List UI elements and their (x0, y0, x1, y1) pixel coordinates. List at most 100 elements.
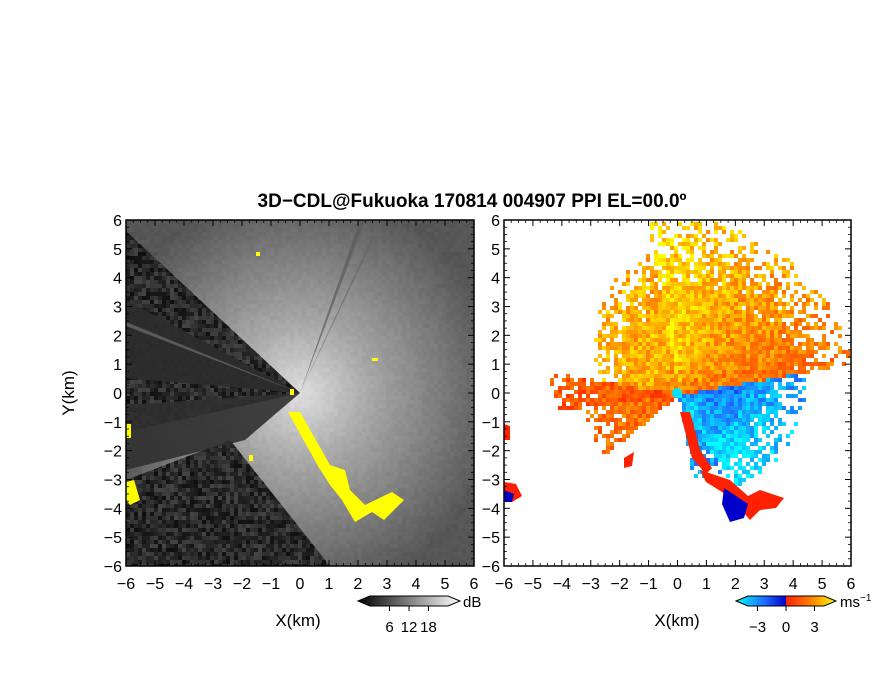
snr-noise-pixel (150, 384, 154, 388)
snr-noise-pixel (162, 400, 166, 404)
snr-noise-pixel (186, 292, 190, 296)
snr-noise-pixel (178, 296, 182, 300)
snr-noise-pixel (214, 336, 218, 340)
snr-noise-pixel (150, 396, 154, 400)
snr-noise-pixel (230, 388, 234, 392)
snr-noise-pixel (170, 380, 174, 384)
snr-noise-pixel (178, 384, 182, 388)
snr-noise-pixel (230, 348, 234, 352)
snr-noise-pixel (146, 400, 150, 404)
snr-noise-pixel (186, 304, 190, 308)
snr-noise-pixel (126, 272, 130, 276)
snr-noise-pixel (146, 268, 150, 272)
snr-noise-pixel (154, 280, 158, 284)
snr-noise-pixel (154, 380, 158, 384)
snr-noise-pixel (190, 320, 194, 324)
snr-noise-pixel (258, 388, 262, 392)
snr-noise-pixel (134, 380, 138, 384)
snr-noise-pixel (214, 388, 218, 392)
snr-noise-pixel (154, 276, 158, 280)
snr-noise-pixel (154, 312, 158, 316)
snr-noise-pixel (214, 324, 218, 328)
snr-noise-pixel (186, 300, 190, 304)
snr-noise-pixel (162, 308, 166, 312)
snr-noise-pixel (258, 360, 262, 364)
snr-noise-pixel (178, 396, 182, 400)
snr-noise-pixel (174, 284, 178, 288)
snr-noise-pixel (210, 396, 214, 400)
snr-noise-pixel (162, 396, 166, 400)
snr-noise-pixel (138, 272, 142, 276)
snr-noise-pixel (134, 396, 138, 400)
snr-noise-pixel (254, 388, 258, 392)
snr-noise-pixel (146, 288, 150, 292)
snr-noise-pixel (154, 292, 158, 296)
snr-noise-pixel (146, 264, 150, 268)
snr-noise-pixel (170, 384, 174, 388)
snr-noise-pixel (222, 340, 226, 344)
snr-noise-pixel (238, 344, 242, 348)
snr-noise-pixel (166, 284, 170, 288)
snr-noise-pixel (134, 268, 138, 272)
snr-noise-pixel (134, 400, 138, 404)
snr-noise-pixel (206, 340, 210, 344)
snr-noise-pixel (242, 352, 246, 356)
snr-noise-pixel (178, 388, 182, 392)
snr-noise-pixel (130, 244, 134, 248)
snr-noise-pixel (166, 388, 170, 392)
snr-noise-pixel (222, 324, 226, 328)
snr-noise-pixel (146, 260, 150, 264)
snr-noise-pixel (194, 392, 198, 396)
snr-noise-pixel (170, 292, 174, 296)
snr-noise-pixel (250, 352, 254, 356)
snr-noise-pixel (134, 392, 138, 396)
snr-noise-pixel (186, 388, 190, 392)
snr-noise-pixel (126, 400, 130, 404)
snr-noise-pixel (138, 392, 142, 396)
snr-noise-pixel (186, 316, 190, 320)
snr-noise-pixel (134, 264, 138, 268)
snr-noise-pixel (142, 384, 146, 388)
snr-noise-pixel (226, 328, 230, 332)
snr-noise-pixel (210, 316, 214, 320)
snr-noise-pixel (126, 248, 130, 252)
snr-noise-pixel (222, 392, 226, 396)
snr-noise-pixel (254, 392, 258, 396)
snr-noise-pixel (150, 288, 154, 292)
snr-noise-pixel (214, 316, 218, 320)
snr-noise-pixel (258, 356, 262, 360)
snr-noise-pixel (198, 308, 202, 312)
snr-noise-pixel (142, 280, 146, 284)
snr-noise-pixel (194, 328, 198, 332)
snr-noise-pixel (126, 288, 130, 292)
snr-noise-pixel (226, 340, 230, 344)
snr-noise-pixel (142, 388, 146, 392)
snr-noise-pixel (158, 296, 162, 300)
snr-noise-pixel (274, 392, 278, 396)
snr-noise-pixel (166, 380, 170, 384)
snr-noise-pixel (246, 360, 250, 364)
snr-noise-pixel (186, 384, 190, 388)
snr-noise-pixel (210, 392, 214, 396)
snr-noise-pixel (210, 384, 214, 388)
snr-noise-pixel (146, 296, 150, 300)
snr-noise-pixel (206, 320, 210, 324)
snr-noise-pixel (130, 396, 134, 400)
snr-noise-pixel (130, 264, 134, 268)
snr-noise-pixel (206, 316, 210, 320)
snr-noise-pixel (146, 304, 150, 308)
snr-noise-pixel (198, 396, 202, 400)
snr-noise-pixel (262, 388, 266, 392)
snr-noise-pixel (234, 344, 238, 348)
snr-noise-pixel (174, 312, 178, 316)
snr-noise-pixel (130, 384, 134, 388)
snr-noise-pixel (142, 268, 146, 272)
snr-noise-pixel (134, 272, 138, 276)
snr-noise-pixel (242, 360, 246, 364)
snr-noise-pixel (158, 288, 162, 292)
snr-noise-pixel (166, 272, 170, 276)
snr-noise-pixel (186, 312, 190, 316)
snr-noise-pixel (242, 356, 246, 360)
snr-noise-pixel (218, 396, 222, 400)
